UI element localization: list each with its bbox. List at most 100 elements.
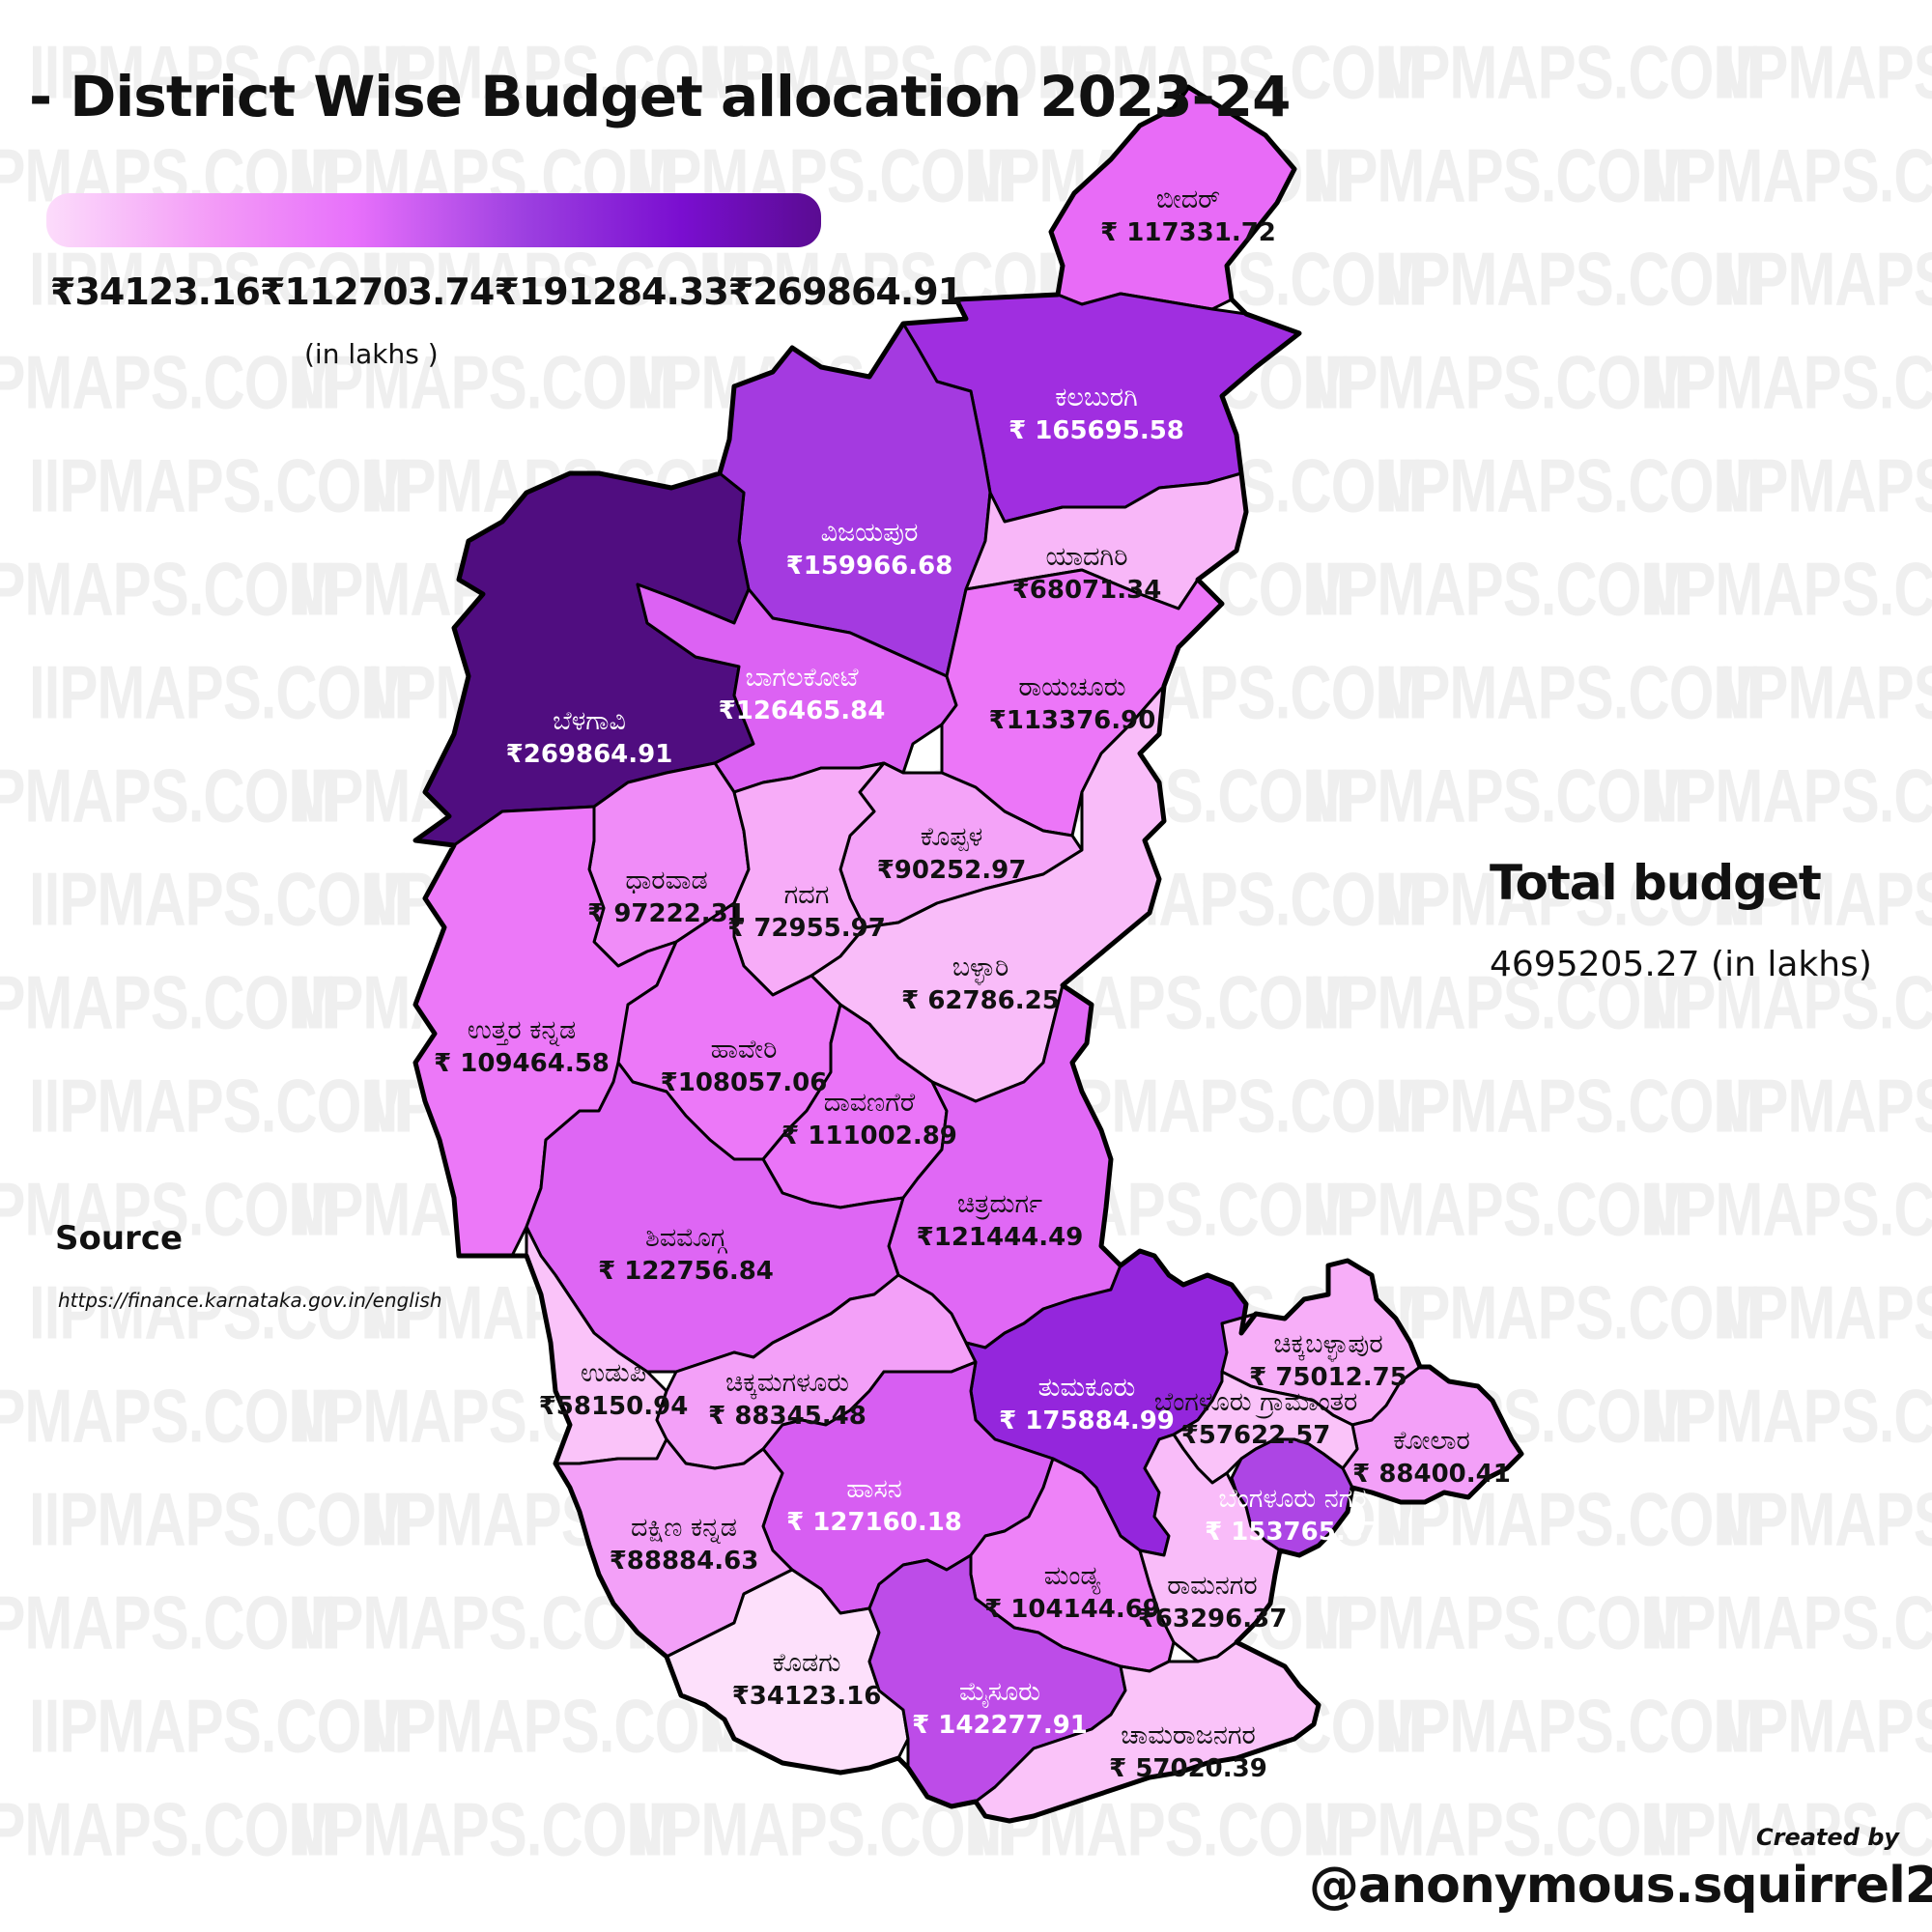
district-value-kalaburagi: ₹ 165695.58 bbox=[1009, 416, 1184, 445]
legend-tick-max: ₹269864.91 bbox=[727, 270, 963, 313]
district-name-koppal: ಕೊಪ್ಪಳ bbox=[921, 822, 983, 852]
watermark-text: IIPMAPS.COM bbox=[1381, 1270, 1761, 1355]
watermark-text: IIPMAPS.COM bbox=[1647, 340, 1932, 425]
district-value-yadgir: ₹68071.34 bbox=[1012, 576, 1162, 605]
watermark-text: IIPMAPS.COM bbox=[0, 753, 336, 838]
district-name-tumakuru: ತುಮಕೂರು bbox=[1038, 1373, 1136, 1403]
legend-tick-min: ₹34123.16 bbox=[50, 270, 261, 313]
district-value-ramanagara: ₹63296.37 bbox=[1138, 1605, 1288, 1634]
district-value-mandya: ₹ 104144.69 bbox=[984, 1595, 1160, 1624]
district-value-belagavi: ₹269864.91 bbox=[506, 740, 673, 769]
district-value-shivamogga: ₹ 122756.84 bbox=[598, 1257, 774, 1286]
legend-tick-labels: ₹34123.16 ₹112703.74 ₹191284.33 ₹269864.91 bbox=[50, 270, 963, 313]
watermark-text: IIPMAPS.COM bbox=[1309, 340, 1689, 425]
district-value-kodagu: ₹34123.16 bbox=[732, 1682, 882, 1711]
watermark-text: IIPMAPS.COM bbox=[1381, 443, 1761, 528]
district-name-udupi: ಉಡುಪಿ bbox=[581, 1358, 646, 1388]
watermark-text: IIPMAPS.COM bbox=[29, 443, 409, 528]
district-name-davanagere: ದಾವಣಗೆರೆ bbox=[824, 1088, 916, 1118]
district-name-bagalkot: ಬಾಗಲಕೋಟೆ bbox=[745, 663, 859, 693]
watermark-text: IIPMAPS.COM bbox=[1381, 1684, 1761, 1769]
watermark-text: IIPMAPS.COM bbox=[295, 1787, 674, 1872]
watermark-text: IIPMAPS.COM bbox=[1309, 133, 1689, 218]
district-value-uttara-kannada: ₹ 109464.58 bbox=[434, 1049, 610, 1078]
district-name-dharwad: ಧಾರವಾಡ bbox=[625, 866, 707, 895]
district-value-bengaluru-urban: ₹ 153765.87 bbox=[1205, 1518, 1380, 1547]
legend-tick-2: ₹112703.74 bbox=[259, 270, 495, 313]
district-name-hassan: ಹಾಸನ bbox=[846, 1474, 902, 1504]
watermark-text: IIPMAPS.COM bbox=[1309, 753, 1689, 838]
watermark-text: IIPMAPS.COM bbox=[1309, 1167, 1689, 1252]
district-name-haveri: ಹಾವೇರಿ bbox=[711, 1035, 778, 1065]
district-name-uttara-kannada: ಉತ್ತರ ಕನ್ನಡ bbox=[468, 1015, 576, 1046]
district-value-chikkaballapura: ₹ 75012.75 bbox=[1249, 1363, 1407, 1392]
watermark-text: IIPMAPS.COM bbox=[1719, 30, 1932, 115]
district-value-dakshina-kannada: ₹88884.63 bbox=[610, 1547, 759, 1576]
legend-unit: (in lakhs ) bbox=[304, 338, 439, 370]
district-value-bengaluru-rural: ₹57622.57 bbox=[1181, 1421, 1331, 1450]
district-name-gadag: ಗದಗ bbox=[784, 880, 830, 910]
watermark-text: IIPMAPS.COM bbox=[1719, 1064, 1932, 1149]
district-value-chitradurga: ₹121444.49 bbox=[917, 1223, 1084, 1252]
district-value-chikkamagaluru: ₹ 88345.48 bbox=[708, 1402, 867, 1431]
watermark-text: IIPMAPS.COM bbox=[1647, 1580, 1932, 1665]
district-name-kalaburagi: ಕಲಬುರಗಿ bbox=[1055, 383, 1138, 412]
watermark-text: IIPMAPS.COM bbox=[1647, 1167, 1932, 1252]
watermark-text: IIPMAPS.COM bbox=[29, 650, 409, 735]
watermark-text: IIPMAPS.COM bbox=[1647, 547, 1932, 632]
watermark-text: IIPMAPS.COM bbox=[1381, 650, 1761, 735]
district-name-belagavi: ಬೆಳಗಾವಿ bbox=[553, 706, 626, 736]
watermark-text: IIPMAPS.COM bbox=[1309, 960, 1689, 1045]
district-name-ramanagara: ರಾಮನಗರ bbox=[1167, 1571, 1257, 1601]
watermark-text: IIPMAPS.COM bbox=[1719, 1477, 1932, 1562]
district-value-davanagere: ₹ 111002.89 bbox=[781, 1122, 957, 1151]
district-value-haveri: ₹108057.06 bbox=[661, 1068, 828, 1097]
watermark-text: IIPMAPS.COM bbox=[1719, 1270, 1932, 1355]
district-name-bengaluru-rural: ಬೆಂಗಳೂರು ಗ್ರಾಮಾಂತರ bbox=[1154, 1387, 1358, 1419]
district-name-mysuru: ಮೈಸೂರು bbox=[959, 1677, 1040, 1708]
map-title: - District Wise Budget allocation 2023-2… bbox=[29, 64, 1291, 129]
watermark-text: IIPMAPS.COM bbox=[1719, 650, 1932, 735]
district-name-yadgir: ಯಾದಗಿರಿ bbox=[1046, 542, 1128, 572]
watermark-text: IIPMAPS.COM bbox=[0, 1787, 336, 1872]
total-budget-value: 4695205.27 (in lakhs) bbox=[1490, 945, 1872, 984]
legend-color-bar bbox=[46, 193, 821, 247]
watermark-text: IIPMAPS.COM bbox=[1719, 237, 1932, 322]
district-value-hassan: ₹ 127160.18 bbox=[786, 1508, 962, 1537]
state-boundary bbox=[412, 84, 1524, 1824]
district-value-vijayapura: ₹159966.68 bbox=[786, 552, 953, 581]
watermark-text: IIPMAPS.COM bbox=[29, 1270, 409, 1355]
watermark-text: IIPMAPS.COM bbox=[0, 1374, 336, 1459]
source-title: Source bbox=[55, 1219, 184, 1258]
watermark-text: IIPMAPS.COM bbox=[1381, 237, 1761, 322]
watermark-text: IIPMAPS.COM bbox=[1719, 443, 1932, 528]
district-value-raichur: ₹113376.90 bbox=[989, 706, 1156, 735]
watermark-text: IIPMAPS.COM bbox=[29, 1064, 409, 1149]
watermark-text: IIPMAPS.COM bbox=[29, 857, 409, 942]
district-value-dharwad: ₹ 97222.31 bbox=[587, 899, 746, 928]
watermark-text: IIPMAPS.COM bbox=[29, 237, 409, 322]
credit-handle: @anonymous.squirrel27 bbox=[1309, 1857, 1932, 1915]
watermark-text: IIPMAPS.COM bbox=[0, 340, 336, 425]
district-value-bagalkot: ₹126465.84 bbox=[719, 696, 886, 725]
watermark-text: IIPMAPS.COM bbox=[1647, 1374, 1932, 1459]
watermark-text: IIPMAPS.COM bbox=[29, 1477, 409, 1562]
district-value-udupi: ₹58150.94 bbox=[539, 1392, 689, 1421]
district-name-ballari: ಬಳ್ಳಾರಿ bbox=[952, 952, 1009, 985]
watermark-text: IIPMAPS.COM bbox=[0, 960, 336, 1045]
district-name-chamarajanagar: ಚಾಮರಾಜನಗರ bbox=[1121, 1720, 1256, 1750]
watermark-text: IIPMAPS.COM bbox=[1381, 30, 1761, 115]
watermark-text: IIPMAPS.COM bbox=[1043, 1064, 1423, 1149]
watermark-text: IIPMAPS.COM bbox=[1043, 30, 1423, 115]
district-name-bengaluru-urban: ಬೆಂಗಳೂರು ನಗರ bbox=[1218, 1484, 1366, 1514]
credit-label: Created by bbox=[1756, 1824, 1900, 1851]
watermark-text: IIPMAPS.COM bbox=[1719, 1684, 1932, 1769]
district-name-chikkaballapura: ಚಿಕ್ಕಬಳ್ಳಾಪುರ bbox=[1273, 1329, 1382, 1362]
district-value-mysuru: ₹ 142277.91 bbox=[912, 1711, 1088, 1740]
watermark-text: IIPMAPS.COM bbox=[0, 1167, 336, 1252]
district-name-kodagu: ಕೊಡಗು bbox=[773, 1648, 841, 1678]
watermark-text: IIPMAPS.COM bbox=[0, 547, 336, 632]
watermark-text: IIPMAPS.COM bbox=[1647, 960, 1932, 1045]
district-name-shivamogga: ಶಿವಮೊಗ್ಗ bbox=[645, 1223, 727, 1253]
